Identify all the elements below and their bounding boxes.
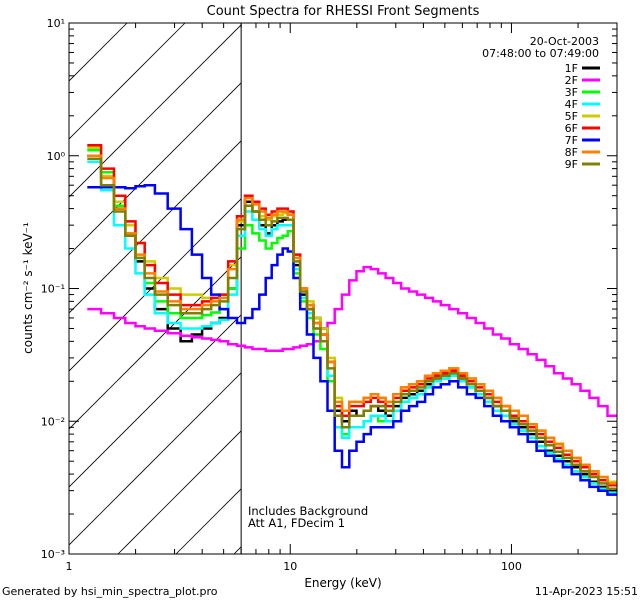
legend-label-4f: 4F [565, 98, 578, 111]
x-axis-label: Energy (keV) [304, 576, 381, 590]
series-line-2f [87, 265, 617, 418]
x-tick-label: 10 [283, 560, 297, 573]
y-axis-label: counts cm⁻² s⁻¹ keV⁻¹ [21, 222, 35, 354]
axes: 1 10 100 10¹ 10⁰ 10⁻¹ 10⁻² 10⁻³ [41, 17, 617, 573]
series-line-7f [87, 183, 617, 496]
hatched-region [69, 23, 640, 554]
hatch-line [69, 256, 242, 430]
legend-label-7f: 7F [565, 134, 578, 147]
footer-generated-by: Generated by hsi_min_spectra_plot.pro [2, 585, 218, 598]
hatch-line [69, 23, 186, 140]
series-line-1f [87, 154, 617, 492]
hatch-line [69, 140, 242, 314]
annotation-attenuator: Att A1, FDecim 1 [248, 516, 345, 530]
y-tick-label: 10⁻² [41, 415, 65, 428]
y-tick-label: 10¹ [47, 17, 65, 30]
hatch-line [69, 372, 242, 546]
footer-timestamp: 11-Apr-2023 15:51 [535, 585, 638, 598]
time-range-label: 07:48:00 to 07:49:00 [482, 47, 599, 60]
y-tick-label: 10⁻¹ [41, 283, 65, 296]
hatch-line [69, 24, 242, 198]
hatch-line [117, 430, 242, 554]
hatch-line [69, 314, 242, 488]
y-tick-label: 10⁻³ [41, 548, 65, 561]
series-lines [87, 143, 617, 496]
legend-label-6f: 6F [565, 122, 578, 135]
hatch-line [69, 82, 242, 256]
legend-label-8f: 8F [565, 146, 578, 159]
y-tick-label: 10⁰ [47, 150, 66, 163]
x-tick-label: 1 [66, 560, 73, 573]
legend-label-5f: 5F [565, 110, 578, 123]
annotation-background: Includes Background [248, 504, 368, 518]
x-tick-label: 100 [501, 560, 522, 573]
legend-label-2f: 2F [565, 74, 578, 87]
legend-label-3f: 3F [565, 86, 578, 99]
legend-label-9f: 9F [565, 158, 578, 171]
hatch-line [408, 23, 640, 554]
legend-label-1f: 1F [565, 62, 578, 75]
series-line-9f [87, 157, 617, 491]
date-label: 20-Oct-2003 [530, 35, 599, 48]
chart-title: Count Spectra for RHESSI Front Segments [207, 4, 480, 19]
